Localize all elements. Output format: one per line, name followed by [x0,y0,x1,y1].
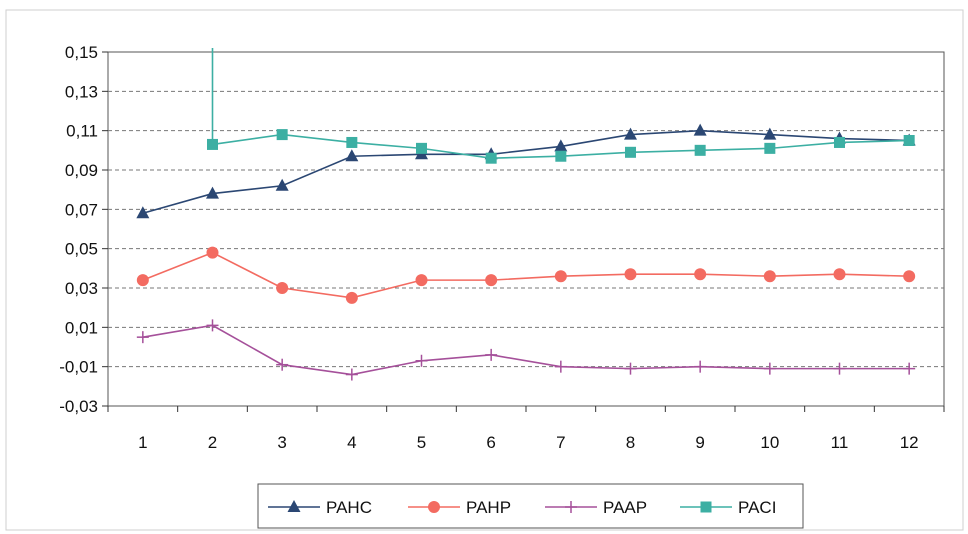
y-tick-label: -0,01 [59,358,98,377]
data-point [625,146,636,158]
data-point [834,136,845,148]
x-tick-label: 1 [138,433,147,452]
legend-marker [428,501,440,513]
data-point [206,246,219,259]
legend: PAHC PAHP PAAP PACI [257,483,804,529]
x-tick-label: 7 [556,433,565,452]
data-point [903,362,916,375]
data-point [763,127,777,140]
y-tick-label: 0,15 [65,43,98,62]
data-point [833,268,846,281]
legend-item-paci: PACI [680,498,776,517]
series-line [142,129,910,215]
data-point [345,291,358,304]
data-point [554,360,567,373]
y-tick-label: 0,03 [65,279,98,298]
legend-item-pahc: PAHC [268,498,372,517]
y-tick-label: 0,13 [65,82,98,101]
series-line [142,251,910,299]
data-point [275,178,289,191]
y-tick-label: -0,03 [59,397,98,416]
data-point [694,268,707,281]
y-tick-label: 0,11 [66,122,98,141]
x-tick-label: 4 [347,433,356,452]
legend-label: PAAP [603,498,647,517]
data-point [206,186,219,199]
data-point [763,362,776,375]
data-point [136,274,149,287]
x-tick-label: 8 [626,433,635,452]
x-tick-label: 9 [695,433,704,452]
data-point [345,368,358,381]
x-tick-label: 12 [900,433,919,452]
data-point [485,348,498,361]
series-group [136,48,916,381]
x-tick-label: 10 [760,433,779,452]
series-pahp [136,246,916,304]
data-point [415,354,428,367]
data-point [206,319,219,332]
data-point [416,142,427,154]
legend-label: PAHP [466,498,511,517]
data-point [624,362,637,375]
data-point [554,270,567,283]
data-point [136,206,150,219]
data-point [554,139,568,152]
x-axis: 1 2 3 4 5 6 7 8 9 10 11 12 [107,406,945,452]
legend-item-paap: PAAP [545,498,647,517]
data-point [415,274,428,287]
legend-label: PAHC [326,498,372,517]
grid-lines [108,90,944,368]
data-point [624,268,637,281]
y-axis: -0,03 -0,01 0,01 0,03 0,05 0,07 0,09 0,11 0,13 0,… [59,43,108,416]
y-tick-label: 0,07 [65,200,98,219]
data-point [694,360,707,373]
x-tick-label: 6 [486,433,495,452]
legend-marker [700,501,712,513]
series-paap [136,319,916,381]
data-point [693,123,707,136]
data-point [485,274,498,287]
data-point [276,129,288,141]
data-point [345,149,359,162]
y-tick-label: 0,01 [65,318,98,337]
legend-marker [565,501,577,513]
data-point [903,135,915,146]
data-point [276,282,289,294]
legend-item-pahp: PAHP [408,498,511,517]
legend-box [257,483,804,529]
chart-outer-border [5,9,964,531]
x-tick-label: 5 [417,433,426,452]
series-paci [207,48,915,164]
legend-label: PACI [738,498,776,517]
data-point [624,127,637,140]
data-point [763,270,776,283]
data-point [276,358,289,371]
data-point [136,331,149,344]
legend-marker [287,500,301,512]
data-point [833,362,846,375]
x-tick-label: 3 [277,433,286,452]
data-point [694,144,706,156]
series-line [211,48,910,160]
data-point [346,136,358,148]
y-tick-label: 0,09 [65,161,98,180]
series-line [142,324,910,376]
data-point [485,152,497,164]
data-point [555,150,567,162]
y-tick-label: 0,05 [65,240,98,259]
data-point [207,138,218,150]
data-point [903,270,916,283]
x-tick-label: 11 [831,433,849,452]
x-tick-label: 2 [208,433,217,452]
data-point [764,142,776,154]
